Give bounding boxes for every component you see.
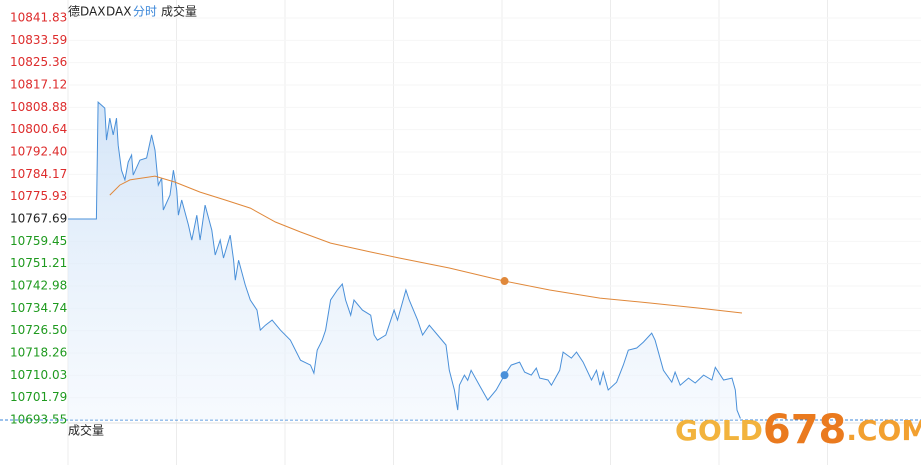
cursor-dot xyxy=(500,371,509,380)
y-tick-label: 10817.12 xyxy=(10,77,67,91)
price-line xyxy=(68,100,741,419)
header-tab-volume[interactable]: 成交量 xyxy=(161,4,197,19)
y-tick-label: 10792.40 xyxy=(10,145,67,159)
y-tick-label: 10767.69 xyxy=(10,212,67,226)
y-tick-label: 10841.83 xyxy=(10,11,67,25)
watermark-part: GOLD xyxy=(675,414,763,447)
average-line xyxy=(109,175,743,314)
y-tick-label: 10775.93 xyxy=(10,189,67,203)
watermark-part: 678 xyxy=(763,407,847,453)
volume-label: 成交量 xyxy=(68,423,104,438)
y-tick-label: 10800.64 xyxy=(10,122,67,136)
y-tick-label: 10751.21 xyxy=(10,256,67,270)
cursor-dot xyxy=(500,277,509,286)
watermark-part: .COM xyxy=(846,414,921,447)
header-tab-intraday[interactable]: 分时 xyxy=(133,5,157,19)
y-tick-label: 10734.74 xyxy=(10,301,67,315)
y-tick-label: 10825.36 xyxy=(10,55,67,69)
y-tick-label: 10808.88 xyxy=(10,100,67,114)
y-tick-label: 10718.26 xyxy=(10,346,67,360)
y-tick-label: 10726.50 xyxy=(10,323,67,337)
y-tick-label: 10833.59 xyxy=(10,33,67,47)
y-tick-label: 10784.17 xyxy=(10,167,67,181)
header-name: 德DAX xyxy=(68,4,105,19)
y-tick-label: 10701.79 xyxy=(10,390,67,404)
header-code: DAX xyxy=(106,5,131,19)
y-tick-label: 10693.55 xyxy=(10,413,67,427)
y-tick-label: 10742.98 xyxy=(10,278,67,292)
watermark: GOLD678.COM xyxy=(675,407,921,453)
y-tick-label: 10710.03 xyxy=(10,368,67,382)
price-area xyxy=(68,102,741,420)
y-tick-label: 10759.45 xyxy=(10,234,67,248)
